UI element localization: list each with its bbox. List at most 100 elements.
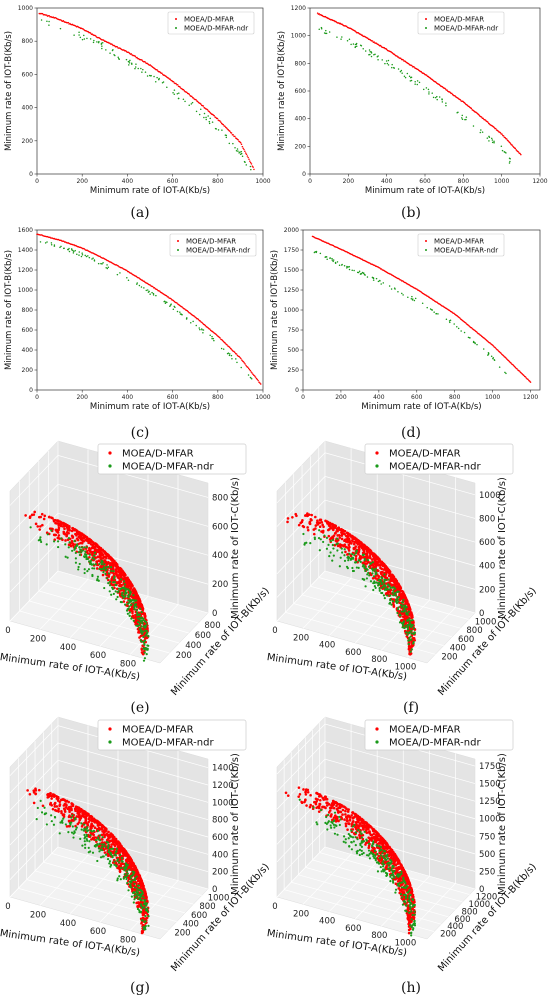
data-point-ndr [432, 96, 435, 99]
data-point-ndr [147, 635, 150, 638]
data-point-mfar [244, 152, 247, 154]
data-point-ndr [127, 279, 130, 281]
data-point-ndr [112, 570, 115, 573]
data-point-mfar [301, 518, 304, 522]
data-point-mfar [318, 518, 322, 522]
data-point-ndr [134, 67, 136, 70]
data-point-ndr [102, 567, 105, 571]
data-point-ndr [409, 80, 412, 82]
data-point-ndr [100, 568, 103, 571]
data-point-ndr [85, 557, 88, 561]
x-tick-label: 200 [335, 394, 347, 401]
panel-caption: (e) [130, 700, 149, 716]
data-point-mfar [371, 552, 375, 556]
data-point-ndr [325, 29, 327, 32]
data-point-ndr [426, 306, 428, 309]
data-point-mfar [446, 89, 448, 91]
data-point-mfar [135, 868, 139, 872]
data-point-ndr [387, 578, 390, 581]
data-point-mfar [76, 805, 79, 809]
data-point-mfar [140, 879, 144, 883]
data-point-ndr [402, 620, 405, 623]
data-point-mfar [314, 515, 317, 519]
data-point-ndr [158, 78, 160, 80]
data-point-mfar [420, 70, 422, 73]
data-point-mfar [358, 545, 361, 549]
data-point-ndr [140, 67, 142, 70]
data-point-mfar [39, 525, 42, 528]
data-point-ndr [505, 372, 507, 375]
y-tick-label: 500 [288, 347, 300, 354]
x-tick-label: 200 [76, 178, 88, 185]
y-tick-label: 200 [176, 651, 192, 661]
data-point-mfar [306, 526, 309, 529]
data-point-ndr [79, 36, 82, 39]
data-point-ndr [70, 248, 73, 250]
data-point-ndr [373, 581, 376, 585]
data-point-ndr [373, 53, 375, 56]
data-point-ndr [143, 643, 146, 646]
data-point-ndr [143, 657, 147, 660]
data-point-ndr [176, 310, 179, 313]
data-point-ndr [74, 249, 76, 252]
y-tick-label: 600 [22, 327, 34, 334]
data-point-ndr [142, 619, 145, 622]
data-point-ndr [406, 623, 409, 627]
data-point-mfar [114, 572, 117, 575]
data-point-ndr [38, 538, 42, 541]
data-point-mfar [63, 802, 67, 806]
data-point-ndr [90, 559, 93, 562]
data-point-ndr [114, 583, 117, 587]
data-point-ndr [176, 92, 179, 95]
data-point-mfar [153, 286, 156, 289]
data-point-mfar [200, 103, 202, 105]
data-point-ndr [240, 150, 243, 153]
data-point-ndr [133, 606, 136, 609]
data-point-ndr [405, 631, 408, 634]
data-point-ndr [493, 140, 495, 143]
data-point-ndr [136, 282, 139, 284]
data-point-mfar [336, 528, 339, 531]
data-point-mfar [99, 255, 101, 258]
data-point-ndr [493, 141, 495, 144]
data-point-ndr [500, 145, 503, 147]
data-point-mfar [225, 127, 228, 129]
data-point-ndr [347, 555, 350, 558]
data-point-ndr [402, 294, 404, 296]
data-point-ndr [350, 43, 352, 46]
y-tick-label: 1750 [284, 247, 299, 254]
data-point-ndr [408, 637, 411, 640]
data-point-ndr [105, 566, 108, 569]
data-point-ndr [83, 34, 85, 37]
panel-caption: (c) [131, 425, 150, 441]
data-point-ndr [150, 74, 152, 77]
data-point-mfar [156, 288, 158, 291]
data-point-mfar [33, 510, 37, 514]
data-point-mfar [312, 528, 316, 531]
data-point-ndr [362, 578, 366, 581]
data-point-ndr [81, 549, 84, 552]
data-point-ndr [368, 574, 371, 577]
data-point-mfar [117, 865, 121, 869]
data-point-ndr [338, 264, 341, 267]
data-point-ndr [379, 279, 381, 282]
data-point-ndr [112, 577, 116, 580]
data-point-mfar [377, 575, 381, 578]
chart-e: 02004006008002004006008000200400600800Mi… [0, 440, 272, 716]
data-point-mfar [96, 550, 100, 554]
data-point-mfar [34, 789, 38, 792]
data-point-ndr [78, 251, 81, 253]
data-point-mfar [338, 536, 342, 539]
data-point-ndr [59, 27, 62, 30]
data-point-ndr [202, 329, 205, 331]
data-point-ndr [170, 303, 172, 305]
data-point-mfar [347, 543, 351, 547]
data-point-ndr [370, 567, 374, 570]
data-point-ndr [372, 575, 376, 578]
data-point-mfar [369, 556, 372, 560]
data-point-ndr [94, 563, 97, 566]
data-point-mfar [250, 163, 253, 165]
data-point-mfar [487, 121, 489, 123]
data-point-ndr [50, 243, 53, 246]
data-point-ndr [121, 592, 124, 595]
